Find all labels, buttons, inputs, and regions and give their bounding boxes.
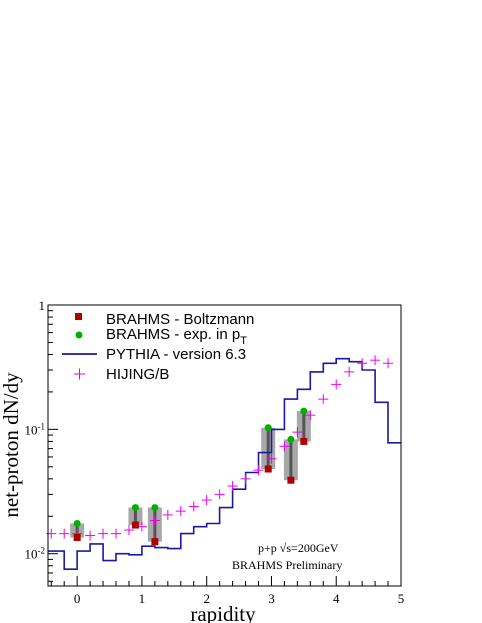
hijing-point bbox=[214, 489, 225, 500]
hijing-point bbox=[266, 453, 277, 464]
y-tick-label-base: 10 bbox=[25, 547, 38, 562]
legend-label-hijing: HIJING/B bbox=[106, 366, 169, 383]
boltzmann-series bbox=[73, 437, 308, 546]
exp-pt-point bbox=[287, 435, 295, 443]
hijing-point bbox=[111, 528, 122, 539]
exp-pt-series bbox=[73, 407, 308, 527]
hijing-point bbox=[383, 358, 394, 369]
hijing-point bbox=[175, 506, 186, 517]
y-tick-label: 10-1 bbox=[25, 421, 46, 437]
legend-marker-boltzmann bbox=[75, 313, 82, 320]
y-tick-label: 10-2 bbox=[25, 546, 46, 562]
y-axis-title: net-proton dN/dy bbox=[0, 372, 23, 518]
pythia-series bbox=[48, 357, 401, 570]
hijing-point bbox=[357, 358, 368, 369]
hijing-point bbox=[188, 501, 199, 512]
energy-annotation: p+p √s=200GeV bbox=[258, 541, 339, 555]
hijing-point bbox=[305, 410, 316, 421]
x-axis: 0 1 2 3 4 5 bbox=[50, 576, 405, 606]
energy-suffix: =200GeV bbox=[291, 541, 339, 555]
exp-pt-point bbox=[300, 407, 308, 415]
sys-band-core bbox=[133, 507, 137, 526]
hijing-point bbox=[292, 427, 303, 438]
energy-sqrt: √s bbox=[280, 541, 292, 555]
boltzmann-point bbox=[264, 465, 272, 473]
hijing-point bbox=[331, 379, 342, 390]
legend-label-exp-pt-sub: T bbox=[240, 335, 247, 347]
pythia-line bbox=[48, 357, 401, 570]
hijing-point bbox=[149, 515, 160, 526]
exp-pt-point bbox=[264, 424, 272, 432]
x-tick-label: 3 bbox=[268, 591, 275, 606]
hijing-point bbox=[370, 355, 381, 366]
hijing-point bbox=[59, 528, 70, 539]
y-tick-label: 1 bbox=[39, 298, 46, 313]
exp-pt-point bbox=[131, 504, 139, 512]
hijing-point bbox=[85, 530, 96, 541]
systematic-bands bbox=[70, 411, 311, 542]
legend-marker-hijing bbox=[74, 368, 85, 380]
boltzmann-point bbox=[73, 534, 81, 542]
x-tick-label: 1 bbox=[139, 591, 146, 606]
x-tick-label: 5 bbox=[398, 591, 405, 606]
boltzmann-point bbox=[131, 521, 139, 529]
legend-label-exp-pt: BRAHMS - exp. in pT bbox=[106, 326, 247, 347]
hijing-point bbox=[279, 441, 290, 452]
legend-marker-exp-pt bbox=[75, 331, 83, 339]
energy-prefix: p+p bbox=[258, 541, 280, 555]
boltzmann-point bbox=[300, 437, 308, 445]
x-tick-label: 0 bbox=[74, 591, 81, 606]
sys-band-core bbox=[289, 439, 293, 481]
y-axis: 10-210-11 bbox=[25, 298, 58, 582]
boltzmann-point bbox=[151, 538, 159, 546]
hijing-point bbox=[227, 481, 238, 492]
y-tick-label-exponent: -2 bbox=[38, 546, 46, 556]
x-axis-title: rapidity bbox=[190, 602, 256, 623]
hijing-point bbox=[253, 465, 264, 476]
y-tick-label-base: 1 bbox=[39, 298, 46, 313]
exp-pt-point bbox=[73, 519, 81, 527]
preliminary-annotation: BRAHMS Preliminary bbox=[232, 558, 342, 572]
x-tick-label: 4 bbox=[333, 591, 340, 606]
y-tick-label-base: 10 bbox=[25, 422, 38, 437]
hijing-point bbox=[240, 473, 251, 484]
legend: BRAHMS - Boltzmann BRAHMS - exp. in pT P… bbox=[62, 311, 254, 383]
boltzmann-point bbox=[287, 476, 295, 484]
hijing-point bbox=[162, 509, 173, 520]
hijing-point bbox=[98, 528, 109, 539]
hijing-point bbox=[201, 495, 212, 506]
sys-band-core bbox=[302, 411, 306, 442]
sys-band-core bbox=[266, 427, 270, 469]
hijing-point bbox=[344, 366, 355, 377]
exp-pt-point bbox=[151, 504, 159, 512]
legend-label-boltzmann: BRAHMS - Boltzmann bbox=[106, 311, 254, 328]
legend-label-pythia: PYTHIA - version 6.3 bbox=[106, 346, 246, 363]
legend-label-exp-pt-main: BRAHMS - exp. in p bbox=[106, 326, 240, 343]
plot-frame bbox=[47, 304, 402, 587]
y-tick-label-exponent: -1 bbox=[38, 421, 46, 431]
x-tick-label: 2 bbox=[203, 591, 210, 606]
hijing-point bbox=[123, 525, 134, 536]
hijing-point bbox=[318, 394, 329, 405]
